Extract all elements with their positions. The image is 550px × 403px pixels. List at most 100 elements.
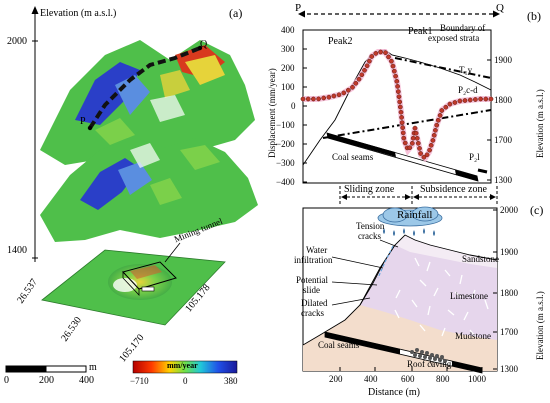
b-left-tick-m300: −300 bbox=[276, 158, 295, 168]
colorbar-tick-max: 380 bbox=[224, 376, 238, 386]
displacement-point bbox=[300, 96, 306, 102]
displacement-point bbox=[367, 58, 372, 64]
sandstone-label: Sandstone bbox=[462, 254, 499, 264]
displacement-point bbox=[397, 99, 403, 105]
c-x-tick-400: 400 bbox=[364, 374, 378, 384]
c-ylabel-right: Elevation (m a.s.l.) bbox=[535, 291, 545, 360]
displacement-point bbox=[399, 120, 405, 125]
panel-c-label: (c) bbox=[530, 203, 544, 217]
displacement-point bbox=[427, 147, 432, 153]
c-x-tick-600: 600 bbox=[401, 374, 415, 384]
displacement-point bbox=[447, 101, 453, 107]
boundary-label-2: exposed strata bbox=[428, 33, 480, 43]
displacement-point bbox=[399, 115, 404, 120]
mudstone-label: Mudstone bbox=[455, 331, 491, 341]
panel-a-label: (a) bbox=[229, 6, 243, 20]
displacement-point bbox=[364, 63, 370, 69]
displacement-point bbox=[400, 130, 406, 136]
sandstone-layer bbox=[395, 235, 497, 268]
water-infiltration-label-2: infiltration bbox=[294, 255, 333, 265]
displacement-point bbox=[398, 109, 404, 115]
displacement-point bbox=[414, 135, 420, 141]
displacement-point bbox=[462, 98, 468, 103]
surface-base bbox=[41, 242, 226, 326]
displacement-point bbox=[430, 138, 436, 143]
peak2-label: Peak2 bbox=[328, 36, 353, 47]
displacement-point bbox=[390, 63, 396, 69]
dilated-cracks-label-2: cracks bbox=[301, 308, 324, 318]
displacement-point bbox=[412, 125, 418, 131]
displacement-point bbox=[316, 96, 321, 102]
displacement-point bbox=[415, 140, 421, 146]
displacement-point bbox=[402, 140, 408, 146]
surface-middle bbox=[40, 138, 258, 242]
surface-top bbox=[40, 40, 255, 165]
displacement-point bbox=[345, 87, 351, 93]
b-left-tick-400: 400 bbox=[281, 25, 295, 35]
displacement-point bbox=[336, 92, 342, 98]
potential-slide-label-1: Potential bbox=[296, 275, 328, 285]
b-left-tick-m200: −200 bbox=[276, 139, 295, 149]
colorbar-gradient bbox=[132, 360, 238, 374]
scale-unit: m bbox=[89, 362, 97, 373]
b-right-tick-1700: 1700 bbox=[494, 135, 512, 145]
displacement-point bbox=[394, 78, 400, 84]
displacement-point bbox=[457, 98, 463, 104]
tension-cracks-label-2: cracks bbox=[358, 231, 381, 241]
displacement-point bbox=[452, 100, 458, 105]
displacement-point bbox=[434, 122, 440, 128]
displacement-point bbox=[362, 67, 367, 73]
c-xlabel: Distance (m) bbox=[368, 387, 420, 398]
boundary-label-1: Boundary of bbox=[440, 23, 486, 33]
b-coal-seams: Coal seams bbox=[332, 152, 374, 162]
colorbar-tick-zero: 0 bbox=[183, 376, 188, 386]
displacement-point bbox=[418, 151, 423, 156]
displacement-point bbox=[413, 130, 419, 136]
displacement-point bbox=[391, 68, 397, 74]
colorbar-title: mm/year bbox=[167, 361, 198, 370]
c-right-tick-1900: 1900 bbox=[500, 247, 518, 257]
displacement-point bbox=[428, 142, 434, 148]
displacement-point bbox=[305, 96, 311, 102]
rainfall-label: Rainfall bbox=[397, 209, 433, 221]
displacement-point bbox=[424, 152, 430, 158]
b-left-tick-300: 300 bbox=[281, 44, 295, 54]
strata-t1y: T₁y bbox=[459, 65, 473, 75]
displacement-point bbox=[326, 94, 332, 100]
scale-tick-200: 200 bbox=[39, 375, 54, 386]
c-right-tick-1800: 1800 bbox=[500, 288, 518, 298]
fracture-marks bbox=[394, 257, 489, 337]
potential-slide-label-2: slide bbox=[303, 285, 320, 295]
elevation-axis-title: Elevation (m a.s.l.) bbox=[40, 8, 117, 19]
displacement-point bbox=[431, 132, 437, 138]
peak1-label: Peak1 bbox=[408, 26, 433, 37]
c-right-tick-2000: 2000 bbox=[500, 205, 518, 215]
panel-b-p: P bbox=[295, 2, 302, 14]
colorbar-tick-min: −710 bbox=[130, 376, 149, 386]
tension-cracks-label-1: Tension bbox=[356, 221, 385, 231]
displacement-point bbox=[395, 89, 401, 94]
displacement-point bbox=[407, 145, 413, 151]
panel-b-label: (b) bbox=[527, 9, 541, 23]
elev-tick-1400: 1400 bbox=[7, 245, 27, 256]
c-x-tick-200: 200 bbox=[329, 374, 343, 384]
displacement-point bbox=[439, 108, 445, 113]
displacement-point bbox=[435, 117, 441, 123]
roof-caving-label: Roof caving bbox=[407, 359, 452, 369]
displacement-point bbox=[400, 125, 406, 131]
displacement-point bbox=[395, 84, 400, 89]
point-p-label: P bbox=[80, 116, 86, 127]
displacement-point bbox=[389, 58, 394, 64]
displacement-point bbox=[383, 50, 388, 56]
sliding-zone-label: Sliding zone bbox=[344, 184, 395, 195]
strata-boundary-lower bbox=[322, 109, 492, 139]
displacement-point bbox=[311, 96, 316, 102]
rainfall-cloud bbox=[377, 206, 443, 236]
scale-bar bbox=[5, 365, 87, 373]
b-left-tick-200: 200 bbox=[281, 63, 295, 73]
subsidence-zone-label: Subsidence zone bbox=[420, 184, 487, 195]
c-right-tick-1300: 1300 bbox=[500, 364, 518, 374]
displacement-point bbox=[437, 113, 443, 118]
limestone-label: Limestone bbox=[450, 291, 488, 301]
